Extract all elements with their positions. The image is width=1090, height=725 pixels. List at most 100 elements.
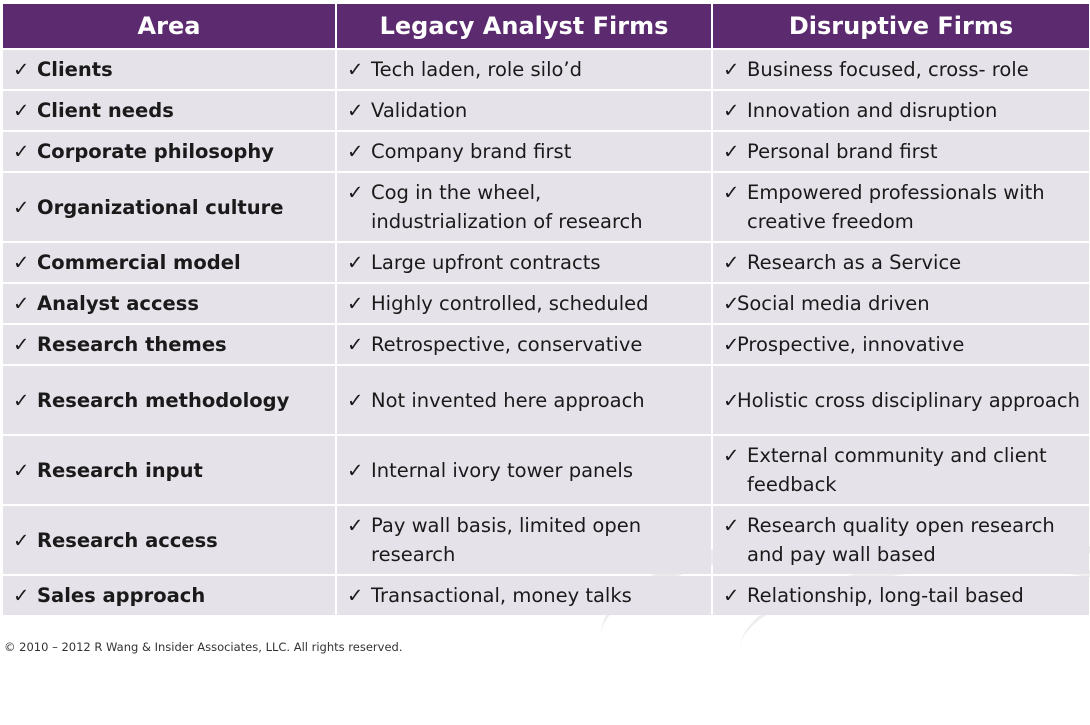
disruptive-text: Innovation and disruption xyxy=(747,99,998,122)
disruptive-text: Research quality open research and pay w… xyxy=(747,514,1055,566)
check-icon: ✓ xyxy=(347,584,364,607)
disruptive-cell: ✓ Social media driven xyxy=(713,284,1089,323)
legacy-cell: ✓ Large upfront contracts xyxy=(337,243,711,282)
check-icon: ✓ xyxy=(13,99,30,122)
legacy-text: Not invented here approach xyxy=(371,388,645,412)
area-cell: ✓ Research methodology xyxy=(3,366,335,434)
check-icon: ✓ xyxy=(13,251,30,274)
area-cell: ✓ Commercial model xyxy=(3,243,335,282)
check-icon: ✓ xyxy=(723,584,740,607)
header-area: Area xyxy=(3,4,335,48)
area-cell: ✓ Sales approach xyxy=(3,576,335,615)
check-icon: ✓ xyxy=(723,388,740,412)
check-icon: ✓ xyxy=(723,140,740,163)
legacy-text: Tech laden, role silo’d xyxy=(371,58,583,81)
area-cell: ✓ Corporate philosophy xyxy=(3,132,335,171)
legacy-text: Validation xyxy=(371,99,468,122)
header-legacy: Legacy Analyst Firms xyxy=(337,4,711,48)
check-icon: ✓ xyxy=(13,584,30,607)
legacy-text: Retrospective, conservative xyxy=(371,333,643,356)
area-cell: ✓ Clients xyxy=(3,50,335,89)
check-icon: ✓ xyxy=(723,333,740,356)
check-icon: ✓ xyxy=(13,528,30,552)
area-label: Research themes xyxy=(37,333,227,356)
table-row: ✓ Clients ✓ Tech laden, role silo’d ✓ Busin… xyxy=(3,50,1089,89)
table-row: ✓ Sales approach ✓ Transactional, money ta… xyxy=(3,576,1089,615)
check-icon: ✓ xyxy=(13,195,30,219)
table-row: ✓ Research access ✓ Pay wall basis, limite… xyxy=(3,506,1089,574)
legacy-text: Cog in the wheel, industrialization of r… xyxy=(371,181,643,233)
legacy-cell: ✓ Validation xyxy=(337,91,711,130)
disruptive-text: Relationship, long-tail based xyxy=(747,584,1024,607)
header-row: Area Legacy Analyst Firms Disruptive Fir… xyxy=(3,4,1089,48)
area-label: Organizational culture xyxy=(37,195,284,219)
legacy-cell: ✓ Transactional, money talks xyxy=(337,576,711,615)
area-label: Sales approach xyxy=(37,584,206,607)
legacy-cell: ✓ Not invented here approach xyxy=(337,366,711,434)
table-row: ✓ Research methodology ✓ Not invented here… xyxy=(3,366,1089,434)
table-row: ✓ Commercial model ✓ Large upfront contrac… xyxy=(3,243,1089,282)
legacy-cell: ✓ Pay wall basis, limited open research xyxy=(337,506,711,574)
copyright-footer: © 2010 – 2012 R Wang & Insider Associate… xyxy=(4,640,403,654)
check-icon: ✓ xyxy=(347,99,364,122)
legacy-text: Transactional, money talks xyxy=(371,584,632,607)
disruptive-cell: ✓ External community and client feedback xyxy=(713,436,1089,504)
area-label: Client needs xyxy=(37,99,174,122)
area-label: Research methodology xyxy=(37,388,290,412)
disruptive-cell: ✓ Innovation and disruption xyxy=(713,91,1089,130)
area-cell: ✓ Organizational culture xyxy=(3,173,335,241)
disruptive-cell: ✓ Empowered professionals with creative f… xyxy=(713,173,1089,241)
check-icon: ✓ xyxy=(347,251,364,274)
area-label: Research access xyxy=(37,528,218,552)
disruptive-text: Holistic cross disciplinary approach xyxy=(737,388,1080,412)
table-row: ✓ Research input ✓ Internal ivory tower pa… xyxy=(3,436,1089,504)
area-label: Clients xyxy=(37,58,113,81)
legacy-text: Internal ivory tower panels xyxy=(371,458,633,482)
check-icon: ✓ xyxy=(723,444,740,467)
disruptive-cell: ✓ Relationship, long-tail based xyxy=(713,576,1089,615)
comparison-table: Area Legacy Analyst Firms Disruptive Fir… xyxy=(1,2,1090,617)
check-icon: ✓ xyxy=(13,292,30,315)
area-label: Analyst access xyxy=(37,292,199,315)
disruptive-text: External community and client feedback xyxy=(747,444,1047,496)
check-icon: ✓ xyxy=(723,58,740,81)
disruptive-text: Empowered professionals with creative fr… xyxy=(747,181,1045,233)
check-icon: ✓ xyxy=(13,58,30,81)
area-cell: ✓ Analyst access xyxy=(3,284,335,323)
area-label: Research input xyxy=(37,458,203,482)
table-row: ✓ Corporate philosophy ✓ Company brand fir… xyxy=(3,132,1089,171)
check-icon: ✓ xyxy=(13,140,30,163)
area-label: Commercial model xyxy=(37,251,241,274)
check-icon: ✓ xyxy=(723,181,740,204)
table-row: ✓ Research themes ✓ Retrospective, conserv… xyxy=(3,325,1089,364)
disruptive-cell: ✓ Personal brand first xyxy=(713,132,1089,171)
check-icon: ✓ xyxy=(723,251,740,274)
area-label: Corporate philosophy xyxy=(37,140,274,163)
check-icon: ✓ xyxy=(347,292,364,315)
check-icon: ✓ xyxy=(347,458,364,482)
legacy-text: Large upfront contracts xyxy=(371,251,601,274)
legacy-text: Pay wall basis, limited open research xyxy=(371,514,642,566)
check-icon: ✓ xyxy=(13,388,30,412)
legacy-cell: ✓ Tech laden, role silo’d xyxy=(337,50,711,89)
header-disruptive: Disruptive Firms xyxy=(713,4,1089,48)
disruptive-text: Personal brand first xyxy=(747,140,938,163)
legacy-cell: ✓ Company brand first xyxy=(337,132,711,171)
check-icon: ✓ xyxy=(13,333,30,356)
disruptive-text: Research as a Service xyxy=(747,251,962,274)
legacy-cell: ✓ Highly controlled, scheduled xyxy=(337,284,711,323)
legacy-cell: ✓ Cog in the wheel, industrialization of … xyxy=(337,173,711,241)
area-cell: ✓ Research input xyxy=(3,436,335,504)
disruptive-cell: ✓ Prospective, innovative xyxy=(713,325,1089,364)
check-icon: ✓ xyxy=(347,388,364,412)
disruptive-text: Social media driven xyxy=(737,292,930,315)
legacy-text: Company brand first xyxy=(371,140,572,163)
legacy-text: Highly controlled, scheduled xyxy=(371,292,649,315)
check-icon: ✓ xyxy=(347,140,364,163)
check-icon: ✓ xyxy=(347,58,364,81)
legacy-cell: ✓ Retrospective, conservative xyxy=(337,325,711,364)
disruptive-cell: ✓ Holistic cross disciplinary approach xyxy=(713,366,1089,434)
table-row: ✓ Organizational culture ✓ Cog in the whee… xyxy=(3,173,1089,241)
disruptive-cell: ✓ Research as a Service xyxy=(713,243,1089,282)
check-icon: ✓ xyxy=(347,514,364,537)
